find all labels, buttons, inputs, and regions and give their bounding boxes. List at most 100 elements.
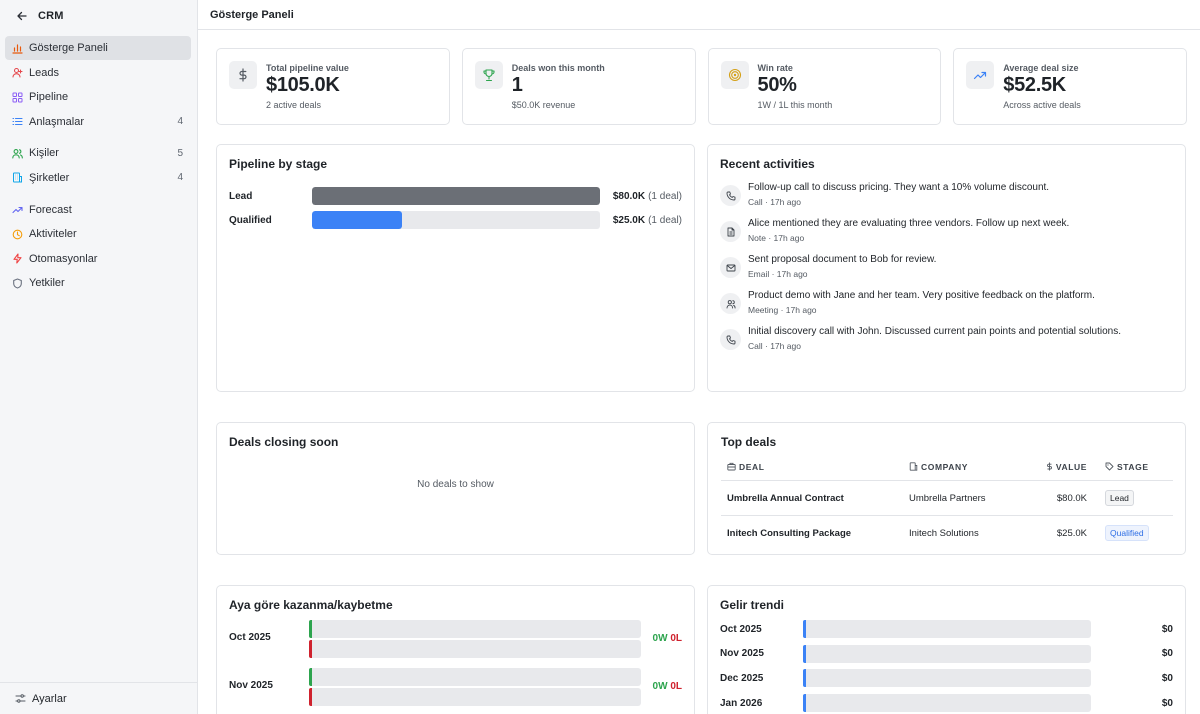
column-header-value[interactable]: VALUE <box>1033 462 1093 481</box>
lost-bar-fill <box>309 688 312 706</box>
activity-text: Sent proposal document to Bob for review… <box>748 254 937 265</box>
revenue-row: Jan 2026 $0 <box>720 694 1173 713</box>
sidebar-item-contacts[interactable]: Kişiler 5 <box>5 141 191 165</box>
sidebar-item-label: Gösterge Paneli <box>29 42 108 54</box>
building-icon <box>909 462 918 473</box>
deal-name: Umbrella Annual Contract <box>721 480 903 516</box>
sidebar-item-leads[interactable]: Leads <box>5 61 191 85</box>
sidebar-item-pipeline[interactable]: Pipeline <box>5 85 191 109</box>
stat-value: $52.5K <box>1003 74 1066 96</box>
revenue-value: $0 <box>1161 623 1173 635</box>
sidebar-item-activities[interactable]: Aktiviteler <box>5 222 191 246</box>
sidebar-item-count: 4 <box>177 116 183 128</box>
month-label: Oct 2025 <box>229 632 271 643</box>
phone-icon <box>720 329 741 350</box>
stat-card-win-rate: Win rate 50% 1W / 1L this month <box>707 48 942 125</box>
sidebar-item-dashboard[interactable]: Gösterge Paneli <box>5 36 191 60</box>
dollar-icon <box>1046 462 1053 473</box>
lost-count: 0L <box>670 633 682 644</box>
page-title: Gösterge Paneli <box>210 8 294 21</box>
revenue-bar-fill <box>803 669 806 688</box>
sidebar-item-label: Otomasyonlar <box>29 252 98 265</box>
trophy-icon <box>474 61 503 89</box>
sidebar-item-label: Yetkiler <box>29 277 65 290</box>
sidebar: CRM Gösterge Paneli Leads Pipeline Anlaş… <box>0 0 198 714</box>
pipeline-by-stage-card: Pipeline by stage Lead $80.0K (1 deal) Qu… <box>216 144 695 392</box>
activity-item[interactable]: Product demo with Jane and her team. Ver… <box>720 290 1173 315</box>
deal-value: $80.0K <box>1033 480 1093 516</box>
stat-card-pipeline-value: Total pipeline value $105.0K 2 active de… <box>216 48 450 125</box>
revenue-value: $0 <box>1161 672 1173 684</box>
revenue-bar <box>803 620 1091 639</box>
win-loss-by-month-card: Aya göre kazanma/kaybetme Oct 2025 0W 0L… <box>216 585 695 714</box>
page-header: Gösterge Paneli <box>198 0 1200 30</box>
win-loss-score: 0W 0L <box>641 681 682 692</box>
settings-button[interactable]: Ayarlar <box>0 682 197 714</box>
sidebar-item-label: Forecast <box>29 203 72 216</box>
main-content: Gösterge Paneli Total pipeline value $10… <box>198 0 1200 714</box>
stat-label: Total pipeline value <box>266 63 349 73</box>
column-label: DEAL <box>739 462 765 472</box>
activity-item[interactable]: Initial discovery call with John. Discus… <box>720 326 1173 351</box>
deal-name: Initech Consulting Package <box>727 527 852 539</box>
lost-bar <box>309 688 641 706</box>
stage-deal-count: (1 deal) <box>648 190 682 202</box>
sidebar-item-forecast[interactable]: Forecast <box>5 198 191 222</box>
table-row[interactable]: Initech Consulting Package Initech Solut… <box>721 516 1173 551</box>
sidebar-item-permissions[interactable]: Yetkiler <box>5 271 191 295</box>
sidebar-header: CRM <box>0 0 197 32</box>
sidebar-item-automations[interactable]: Otomasyonlar <box>5 247 191 271</box>
column-header-deal[interactable]: DEAL <box>721 462 903 481</box>
stage-amount: $80.0K <box>612 190 646 202</box>
trending-up-icon <box>966 61 995 89</box>
stat-value: 1 <box>511 74 523 96</box>
activity-item[interactable]: Follow-up call to discuss pricing. They … <box>720 182 1173 207</box>
deal-stage-cell: Lead <box>1093 480 1173 516</box>
column-header-company[interactable]: COMPANY <box>903 462 1033 481</box>
revenue-trend-card: Gelir trendi Oct 2025 $0 Nov 2025 $0 Dec… <box>707 585 1186 714</box>
users-icon <box>11 147 23 159</box>
sidebar-item-companies[interactable]: Şirketler 4 <box>5 166 191 190</box>
sidebar-item-label: Leads <box>29 66 59 79</box>
activity-text: Alice mentioned they are evaluating thre… <box>748 218 1070 229</box>
won-count: 0W <box>652 633 668 644</box>
stage-name: Qualified <box>229 214 272 226</box>
empty-state-text: No deals to show <box>417 479 494 490</box>
activity-text: Product demo with Jane and her team. Ver… <box>748 290 1095 301</box>
sidebar-item-label: Kişiler <box>29 147 59 160</box>
revenue-bar-fill <box>803 620 806 639</box>
deal-stage-cell: Qualified <box>1093 516 1173 551</box>
activity-item[interactable]: Sent proposal document to Bob for review… <box>720 254 1173 279</box>
revenue-row: Nov 2025 $0 <box>720 644 1173 664</box>
activity-text: Follow-up call to discuss pricing. They … <box>748 182 1050 193</box>
card-title: Deals closing soon <box>229 435 339 449</box>
month-label: Oct 2025 <box>720 623 762 635</box>
activity-item[interactable]: Alice mentioned they are evaluating thre… <box>720 218 1173 243</box>
stage-bar-track <box>312 211 600 229</box>
stat-card-average-deal: Average deal size $52.5K Across active d… <box>953 48 1187 125</box>
won-bar-fill <box>309 620 312 638</box>
won-count: 0W <box>652 681 668 692</box>
table-row[interactable]: Umbrella Annual Contract Umbrella Partne… <box>721 480 1173 516</box>
revenue-bar-fill <box>803 644 806 663</box>
arrow-left-icon[interactable] <box>14 8 30 24</box>
column-label: STAGE <box>1117 462 1149 472</box>
table-header-row: DEAL COMPANY VALUE STAGE <box>721 462 1173 481</box>
sidebar-item-deals[interactable]: Anlaşmalar 4 <box>5 110 191 134</box>
sidebar-item-label: Pipeline <box>29 91 69 104</box>
brand-title: CRM <box>38 10 64 22</box>
sidebar-item-label: Şirketler <box>29 171 70 184</box>
chart-bar-icon <box>11 42 23 54</box>
users-icon <box>720 293 741 314</box>
revenue-bar-fill <box>803 694 806 713</box>
lost-count: 0L <box>670 681 682 692</box>
column-label: COMPANY <box>921 462 969 472</box>
deal-company: Umbrella Partners <box>903 480 1033 516</box>
briefcase-icon <box>727 462 736 473</box>
stat-label: Win rate <box>757 63 793 73</box>
sliders-icon <box>14 693 26 705</box>
month-label: Jan 2026 <box>720 697 763 709</box>
card-title: Recent activities <box>720 157 815 171</box>
column-header-stage[interactable]: STAGE <box>1093 462 1173 481</box>
stat-value: 50% <box>757 74 797 96</box>
